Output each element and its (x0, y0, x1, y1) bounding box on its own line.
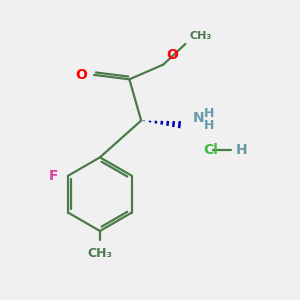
Text: N: N (193, 112, 204, 125)
Text: H: H (204, 107, 214, 120)
Text: Cl: Cl (203, 143, 218, 157)
Text: CH₃: CH₃ (87, 247, 112, 260)
Text: O: O (166, 48, 178, 62)
Text: CH₃: CH₃ (190, 31, 212, 41)
Text: F: F (48, 169, 58, 183)
Text: H: H (204, 119, 214, 132)
Text: O: O (76, 68, 88, 82)
Text: H: H (236, 143, 247, 157)
